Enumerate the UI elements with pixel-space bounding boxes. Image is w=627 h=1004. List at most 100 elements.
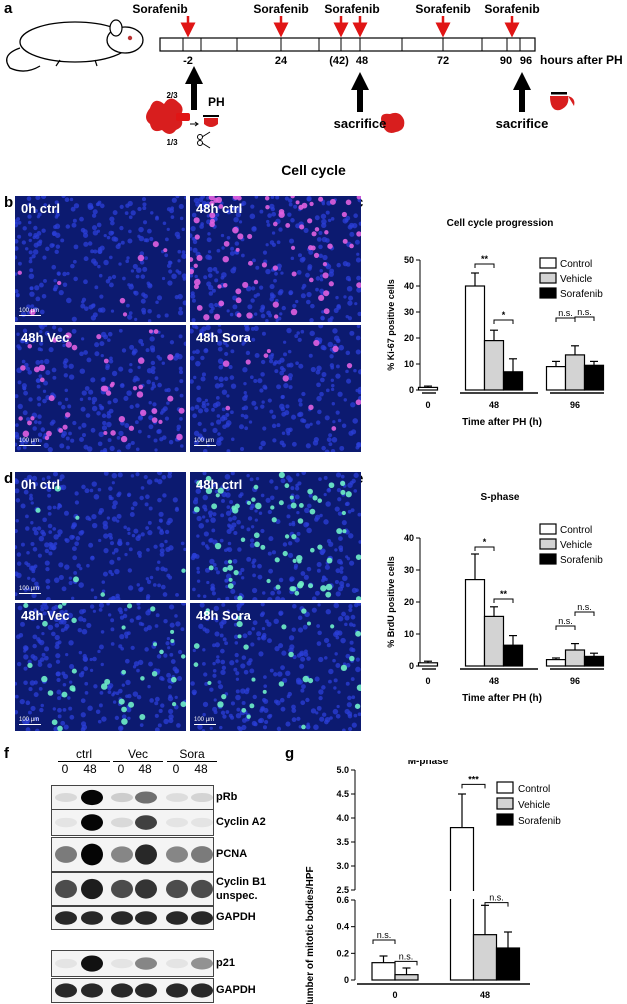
- scale-bar: 100 µm: [194, 717, 216, 725]
- band: [191, 792, 213, 803]
- timeline-figure: Sorafenib Sorafenib Sorafenib Sorafenib …: [6, 2, 623, 149]
- bar: [417, 662, 439, 667]
- x-tick-label: 48: [480, 990, 490, 1000]
- bar: [564, 649, 586, 667]
- significance-bracket: [372, 939, 396, 944]
- band: [166, 793, 188, 802]
- tick-48: 48: [356, 55, 368, 67]
- tick-minus2: -2: [183, 55, 193, 67]
- drug-label-4: Sorafenib: [415, 2, 470, 16]
- x-axis-label: Time after PH (h): [462, 693, 542, 704]
- tick-90: 90: [500, 55, 512, 67]
- blot-strip: [51, 906, 214, 930]
- nuclei: [15, 325, 186, 452]
- legend-swatch: [496, 813, 514, 826]
- significance-bracket: [484, 902, 509, 907]
- significance-bracket: [493, 319, 514, 324]
- drug-label-2: Sorafenib: [253, 2, 308, 16]
- band: [191, 879, 213, 899]
- drug-label-1: Sorafenib: [132, 2, 187, 16]
- significance-label: n.s.: [577, 307, 592, 317]
- blot-strip: [51, 950, 214, 977]
- band: [111, 879, 133, 899]
- bar: [545, 659, 567, 667]
- image-label: 48h ctrl: [196, 201, 243, 216]
- bar: [394, 974, 419, 981]
- fraction-top: 2/3: [166, 91, 178, 100]
- blot-label-secondary: unspec.: [216, 890, 258, 902]
- blot-strip: [51, 785, 214, 810]
- positive-nuclei: [17, 241, 168, 317]
- y-tick-label: 2.5: [336, 885, 349, 895]
- band: [135, 879, 157, 899]
- band: [111, 846, 133, 863]
- positive-nuclei: [193, 608, 361, 730]
- band: [55, 793, 77, 802]
- bar: [564, 354, 586, 391]
- significance-bracket: [474, 263, 495, 268]
- bar: [417, 386, 439, 391]
- nuclei: [190, 603, 361, 731]
- tick-72: 72: [437, 55, 449, 67]
- band: [81, 983, 103, 998]
- significance-bracket: [474, 546, 495, 551]
- chart-brdu: 0 10 20 30 40 0 48 96 Time after PH (h) % BrdU po…: [386, 492, 605, 704]
- image-label: 0h ctrl: [21, 477, 61, 492]
- blot-label: Cyclin B1: [216, 876, 267, 888]
- band: [166, 846, 188, 863]
- significance-label: ***: [468, 774, 479, 784]
- band: [191, 983, 213, 998]
- significance-bracket: [574, 611, 595, 616]
- group-vec: Vec: [127, 747, 148, 761]
- drug-label-3: Sorafenib: [324, 2, 379, 16]
- y-tick-label: 20: [404, 597, 414, 607]
- band: [111, 911, 133, 925]
- ki67-image-48h-sora: 48h Sora 100 µm: [190, 325, 361, 452]
- ki67-image-48h-ctrl: 48h ctrl: [190, 196, 361, 322]
- band: [55, 879, 77, 899]
- band: [81, 911, 103, 925]
- x-tick-label: 96: [570, 676, 580, 686]
- bar: [502, 371, 524, 391]
- time-unit-label: hours after PH: [540, 53, 623, 67]
- significance-bracket: [493, 598, 514, 603]
- panel-letter-a: a: [4, 0, 13, 17]
- band: [111, 983, 133, 998]
- nuclei: [15, 472, 186, 600]
- y-tick-label: 10: [404, 629, 414, 639]
- chart-ki67: 0 10 20 30 40 50 0 48 96 Time after PH (h) % Ki-67…: [386, 218, 605, 428]
- blot-strip: [51, 872, 214, 906]
- y-tick-label: 30: [404, 307, 414, 317]
- bar: [483, 340, 505, 391]
- band: [81, 843, 103, 866]
- bar: [371, 962, 396, 981]
- tick-96: 96: [520, 55, 532, 67]
- y-tick-label: 0.2: [336, 948, 349, 958]
- legend-label: Vehicle: [560, 274, 593, 285]
- significance-bracket: [461, 783, 486, 789]
- band: [166, 911, 188, 925]
- band: [191, 817, 213, 828]
- fraction-bottom: 1/3: [166, 138, 178, 147]
- lane-48: 48: [138, 762, 152, 776]
- legend-swatch: [539, 523, 557, 535]
- band: [191, 957, 213, 970]
- band: [81, 814, 103, 831]
- blot-strip: [51, 837, 214, 872]
- significance-bracket: [555, 317, 576, 322]
- sacrifice-label-2: sacrifice: [496, 116, 549, 131]
- positive-nuclei: [18, 329, 185, 443]
- blot-strip: [51, 809, 214, 836]
- tick-42: (42): [329, 55, 349, 67]
- band: [55, 911, 77, 925]
- blot-strip: [51, 978, 214, 1003]
- x-tick-label: 48: [489, 400, 499, 410]
- legend-label: Control: [518, 784, 550, 795]
- group-ctrl: ctrl: [76, 747, 92, 761]
- cell-cycle-heading: Cell cycle: [281, 162, 346, 178]
- band: [81, 955, 103, 972]
- significance-label: n.s.: [399, 951, 414, 961]
- nuclei: [15, 603, 186, 731]
- image-label: 48h Sora: [196, 330, 251, 345]
- chart-title: M-phase: [408, 760, 449, 767]
